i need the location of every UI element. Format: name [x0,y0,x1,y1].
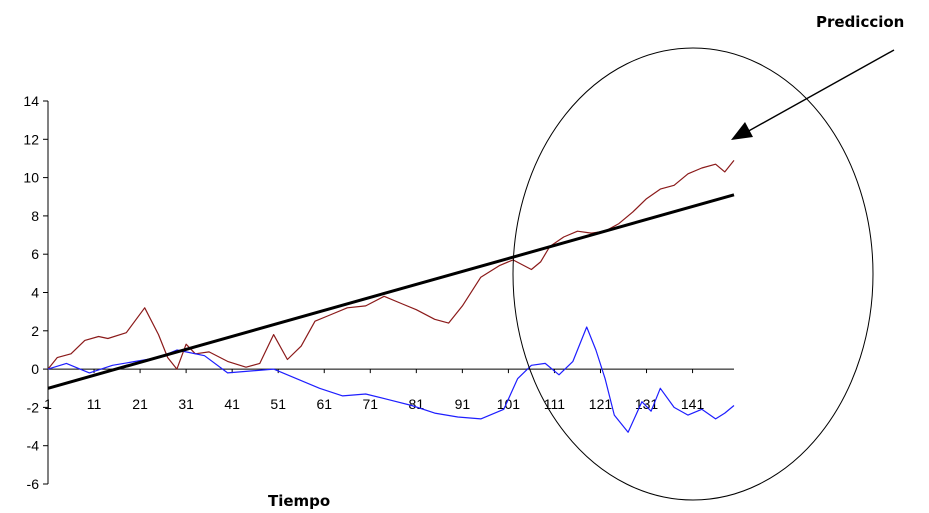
x-tick-label: 81 [409,396,425,412]
series-line-1 [47,326,735,433]
x-axis: 1 11 21 31 41 51 61 71 81 91 101 111 121 131 141 [44,368,734,412]
y-tick-label: -2 [27,399,40,415]
x-axis-title: Tiempo [268,492,330,510]
y-tick-label: 14 [23,93,39,109]
y-tick-label: 4 [31,285,39,301]
prediction-ellipse [512,47,874,501]
x-tick-label: 61 [316,396,332,412]
x-tick-label: 31 [178,396,194,412]
x-tick-label: 11 [87,396,102,412]
prediction-label: Prediccion [816,13,904,31]
x-tick-label: 21 [132,396,148,412]
y-tick-label: 12 [23,131,39,147]
x-tick-label: 71 [362,396,378,412]
y-axis: 14 12 10 8 6 4 2 0 -2 -4 -6 [23,93,49,492]
x-tick-label: 121 [589,396,613,412]
x-tick-label: 41 [224,396,240,412]
trend-line [47,193,735,390]
x-tick-label: 111 [544,396,565,412]
y-tick-label: 2 [31,323,39,339]
series-group [47,160,735,433]
prediction-arrowhead [731,122,753,140]
y-tick-label: -6 [27,476,40,492]
y-tick-label: 8 [31,208,39,224]
y-tick-label: 6 [31,246,39,262]
prediction-arrow-line [744,49,895,134]
y-tick-label: 0 [31,361,39,377]
series-line-0 [47,160,735,370]
x-tick-label: 101 [497,396,521,412]
x-tick-label: 51 [270,396,286,412]
y-tick-label: -4 [27,438,40,454]
x-tick-label: 1 [44,396,52,412]
y-tick-label: 10 [23,170,39,186]
x-tick-label: 91 [455,396,471,412]
x-tick-label: 141 [681,396,705,412]
